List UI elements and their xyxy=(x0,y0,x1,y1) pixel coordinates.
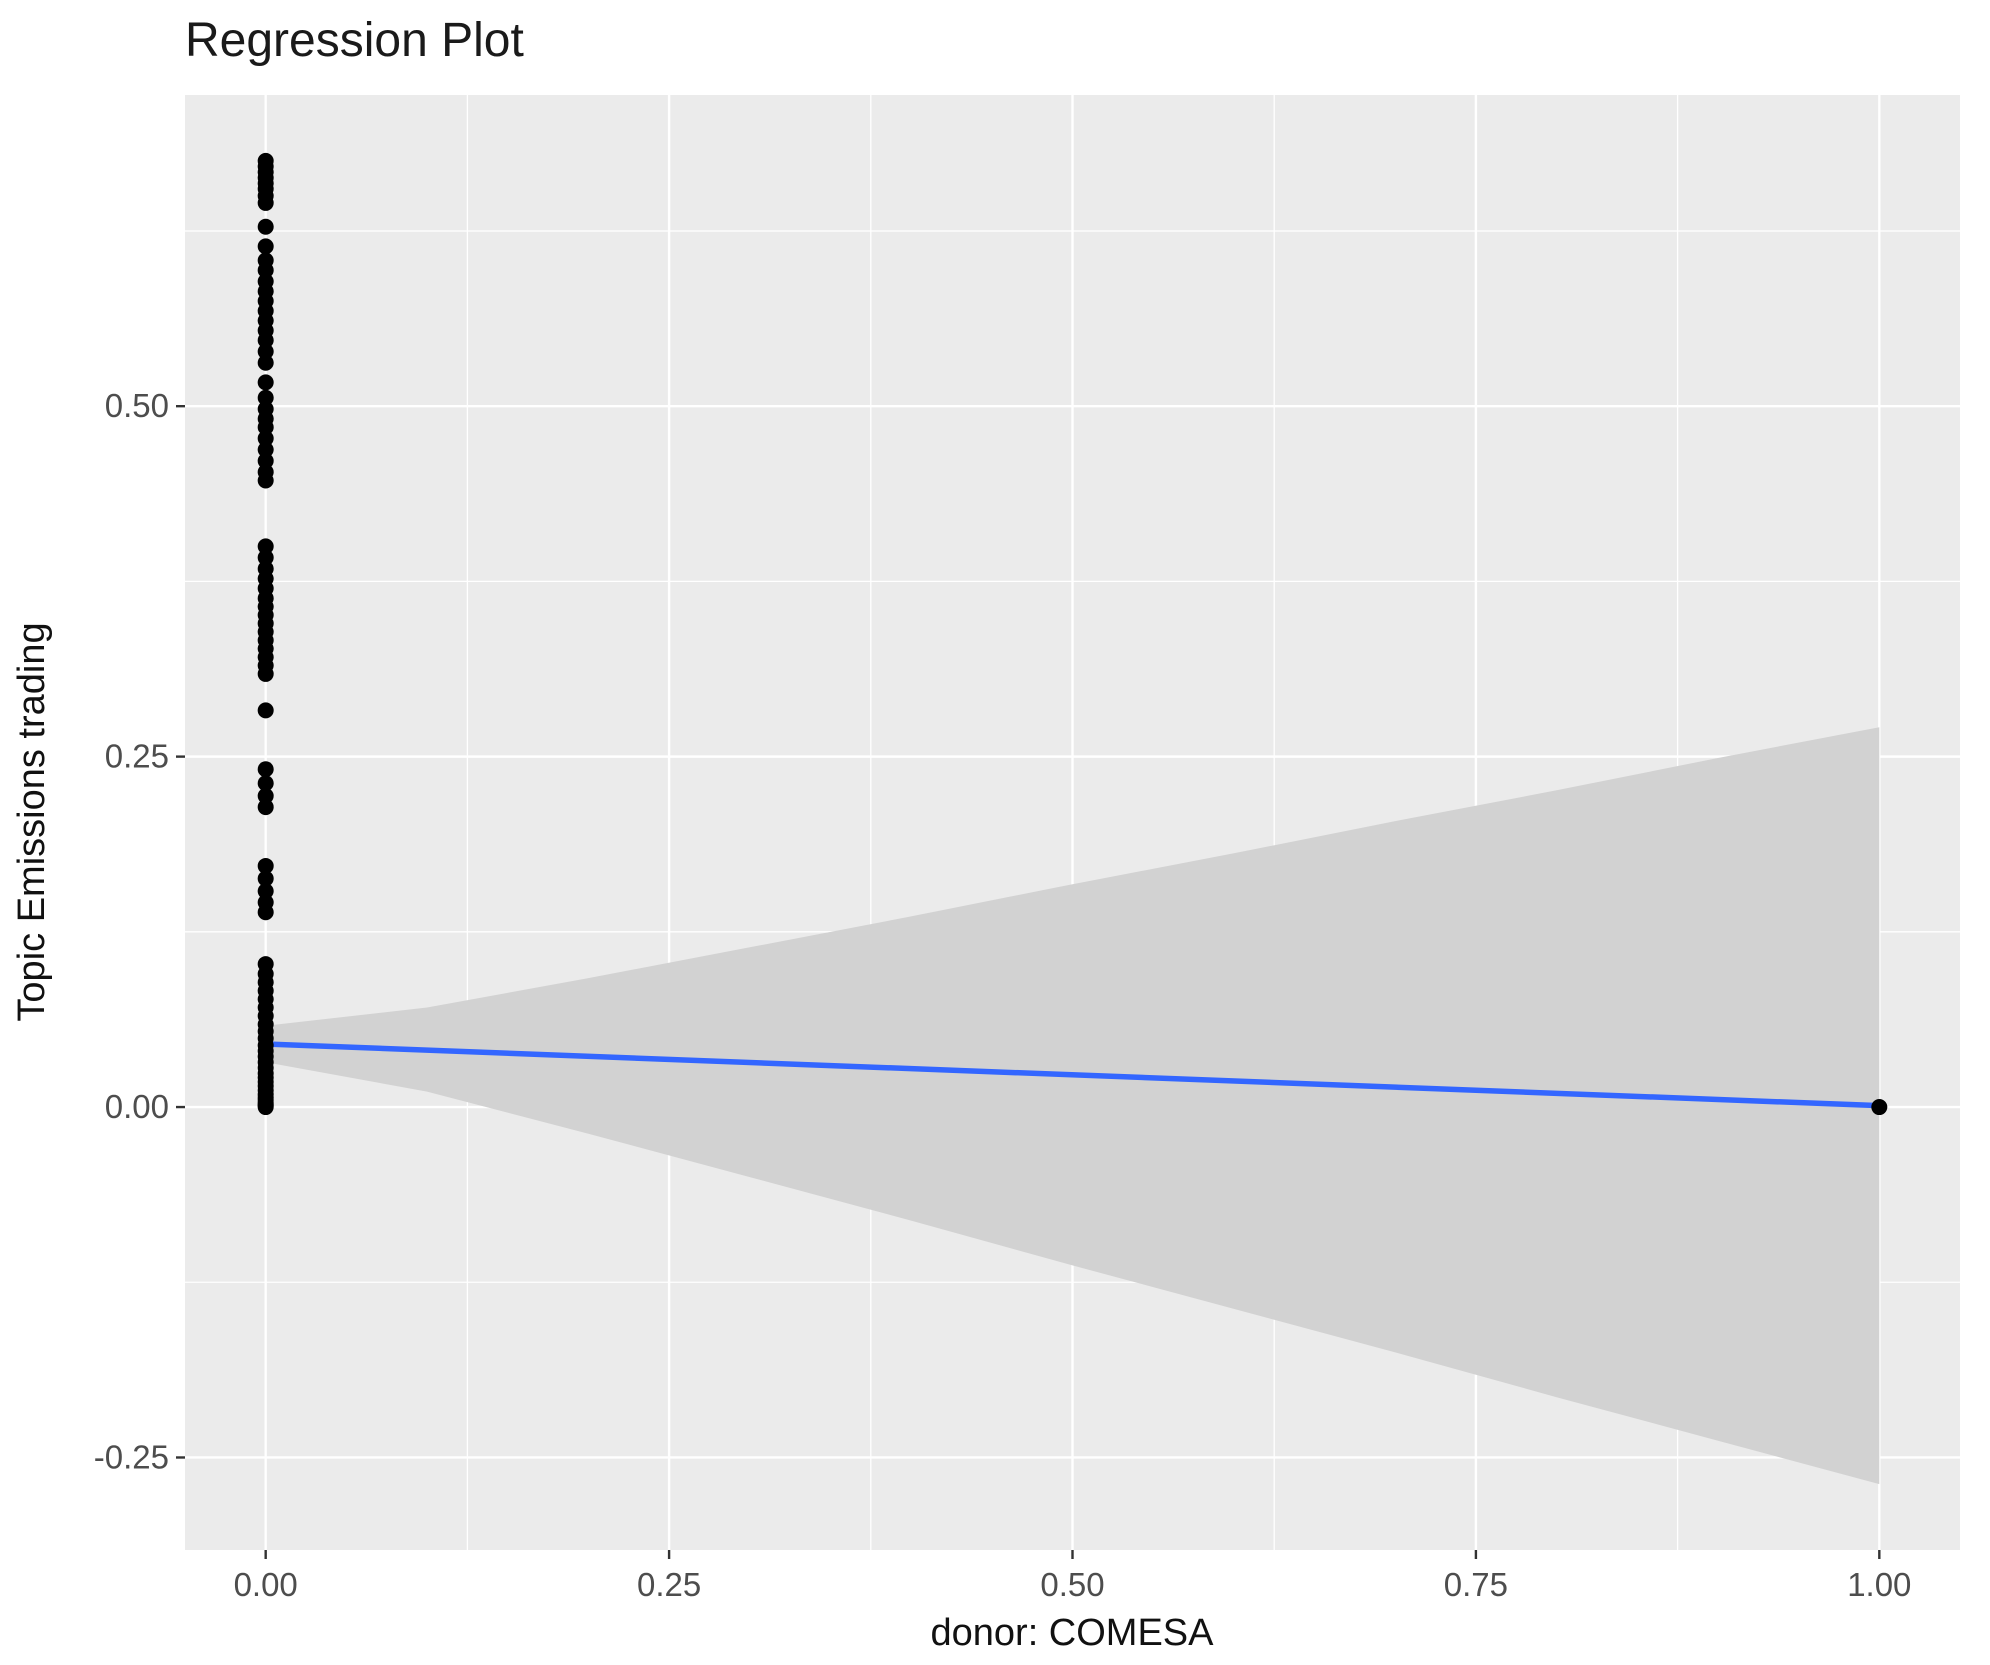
chart-title: Regression Plot xyxy=(185,14,524,67)
x-tick-label: 0.25 xyxy=(637,1566,701,1603)
data-point xyxy=(257,374,274,391)
confidence-band xyxy=(265,727,1880,1485)
x-axis-label: donor: COMESA xyxy=(931,1612,1215,1654)
data-point xyxy=(257,194,274,211)
data-point xyxy=(257,238,274,255)
data-point xyxy=(257,870,274,887)
data-point xyxy=(257,538,274,555)
data-point xyxy=(257,857,274,874)
y-tick-label: -0.25 xyxy=(94,1438,169,1475)
y-tick-label: 0.50 xyxy=(105,387,169,424)
data-point xyxy=(257,389,274,406)
data-point xyxy=(257,702,274,719)
data-point xyxy=(257,332,274,349)
data-point xyxy=(257,430,274,447)
y-axis-label: Topic Emissions trading xyxy=(11,622,53,1021)
data-point xyxy=(257,472,274,489)
data-point xyxy=(1871,1099,1888,1116)
data-point xyxy=(257,354,274,371)
data-point xyxy=(257,775,274,792)
data-point xyxy=(257,665,274,682)
data-point xyxy=(257,452,274,469)
data-point xyxy=(257,441,274,458)
data-point xyxy=(257,1099,274,1116)
y-tick-label: 0.25 xyxy=(105,738,169,775)
data-point xyxy=(257,883,274,900)
data-point xyxy=(257,343,274,360)
y-tick-label: 0.00 xyxy=(105,1088,169,1125)
data-point xyxy=(257,262,274,279)
data-point xyxy=(257,419,274,436)
data-point xyxy=(257,787,274,804)
x-tick-label: 0.00 xyxy=(234,1566,298,1603)
plot-layers: 0.00 0.25 0.50 0.75 1.00 -0.25 0.00 0.25 0.50 xyxy=(94,95,1960,1603)
data-point xyxy=(257,549,274,566)
data-point xyxy=(257,904,274,921)
x-tick-label: 0.50 xyxy=(1040,1566,1104,1603)
data-point xyxy=(257,799,274,816)
x-tick-label: 1.00 xyxy=(1847,1566,1911,1603)
data-point xyxy=(257,761,274,778)
data-point xyxy=(257,218,274,235)
x-tick-label: 0.75 xyxy=(1444,1566,1508,1603)
regression-line xyxy=(262,1041,1883,1109)
